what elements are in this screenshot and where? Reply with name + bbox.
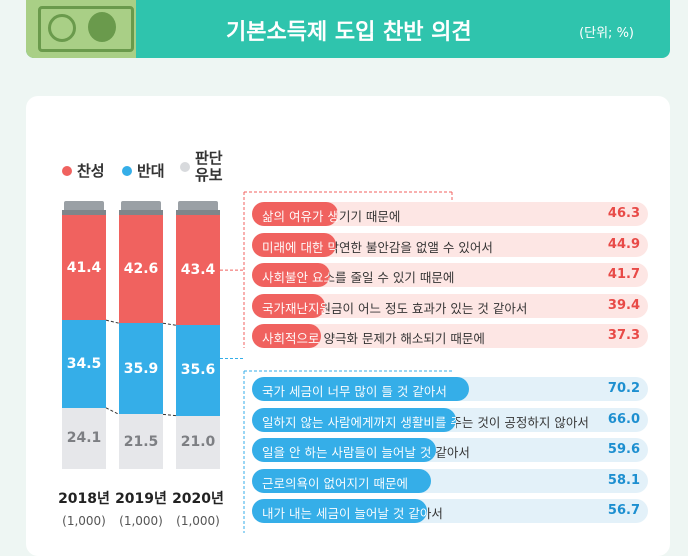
reason-label: 일하지 않는 사람에게까지 생활비를 주는 것이 공정하지 않아서 [262, 412, 589, 431]
reason-row: 사회적으로 양극화 문제가 해소되기 때문에 37.3 [252, 324, 648, 348]
stack-segment: 43.4 [176, 215, 220, 326]
legend-label: 찬성 [77, 162, 105, 180]
reason-label: 국가 세금이 너무 많이 들 것 같아서 [262, 381, 447, 400]
sample-size-label: (1,000) [176, 514, 220, 528]
reason-label: 사회적으로 양극화 문제가 해소되기 때문에 [262, 328, 485, 347]
legend-label: 반대 [137, 162, 165, 180]
column-cap-rim [176, 210, 220, 215]
stack-segment: 21.0 [176, 415, 220, 469]
reason-bar [252, 468, 432, 493]
reason-bar [252, 293, 326, 318]
stack-segment: 35.9 [119, 323, 163, 415]
reason-value: 70.2 [607, 381, 640, 396]
column-cap [64, 201, 104, 210]
page-title: 기본소득제 도입 찬반 의견 [226, 20, 472, 45]
reason-bar [252, 232, 336, 257]
reason-bar [252, 202, 339, 226]
stack-segment: 41.4 [62, 215, 106, 321]
sample-size-label: (1,000) [119, 514, 163, 528]
reason-value: 66.0 [607, 411, 640, 427]
reason-value: 39.4 [607, 297, 640, 313]
reason-row: 사회불안 요소를 줄일 수 있기 때문에 41.7 [252, 263, 648, 287]
connector-line [162, 322, 177, 326]
reason-row: 근로의욕이 없어지기 때문에 58.1 [252, 468, 648, 493]
reason-bar [252, 407, 456, 432]
unit-label: (단위; %) [579, 26, 634, 41]
reason-row: 미래에 대한 막연한 불안감을 없앨 수 있어서 44.9 [252, 232, 648, 257]
sample-size-label: (1,000) [62, 514, 106, 528]
reason-label: 근로의욕이 없어지기 때문에 [262, 473, 408, 492]
reason-bar [252, 324, 322, 348]
connector-line [105, 407, 120, 415]
legend-item: 판단 유보 [180, 150, 223, 184]
header-banner: 기본소득제 도입 찬반 의견 (단위; %) [26, 0, 670, 58]
column-cap [121, 201, 161, 210]
reason-bar [252, 263, 330, 287]
year-label: 2019년 [115, 491, 167, 507]
reason-label: 삶의 여유가 생기기 때문에 [262, 206, 400, 225]
banknote-illustration [26, 0, 136, 58]
reason-value: 41.7 [607, 267, 640, 282]
reason-row: 내가 내는 세금이 늘어날 것 같아서 56.7 [252, 499, 648, 523]
legend-item: 반대 [122, 160, 165, 181]
connector-lines [105, 191, 453, 533]
reason-bar [252, 377, 469, 401]
reason-row: 삶의 여유가 생기기 때문에 46.3 [252, 202, 648, 226]
reason-value: 56.7 [607, 503, 640, 518]
reason-label: 미래에 대한 막연한 불안감을 없앨 수 있어서 [262, 237, 493, 256]
column-cap-rim [62, 210, 106, 215]
year-label: 2020년 [172, 491, 224, 507]
connector-line [162, 413, 177, 417]
reason-value: 46.3 [607, 206, 640, 221]
reason-label: 내가 내는 세금이 늘어날 것 같아서 [262, 503, 443, 522]
reason-row: 일을 안 하는 사람들이 늘어날 것 같아서 59.6 [252, 438, 648, 462]
stack-segment: 34.5 [62, 320, 106, 408]
reason-label: 국가재난지원금이 어느 정도 효과가 있는 것 같아서 [262, 298, 527, 317]
connector-line [105, 319, 120, 324]
stack-segment: 42.6 [119, 215, 163, 324]
stack-segment: 35.6 [176, 325, 220, 416]
reason-label: 사회불안 요소를 줄일 수 있기 때문에 [262, 267, 454, 286]
reason-row: 국가 세금이 너무 많이 들 것 같아서 70.2 [252, 377, 648, 401]
legend-label: 판단 유보 [195, 149, 223, 184]
reason-bar [252, 499, 428, 523]
legend-item: 찬성 [62, 160, 105, 181]
reason-row: 일하지 않는 사람에게까지 생활비를 주는 것이 공정하지 않아서 66.0 [252, 407, 648, 432]
legend-swatch [62, 165, 72, 176]
reason-row: 국가재난지원금이 어느 정도 효과가 있는 것 같아서 39.4 [252, 293, 648, 318]
reason-value: 59.6 [607, 442, 640, 457]
legend-swatch [122, 165, 132, 176]
reason-value: 44.9 [607, 236, 640, 252]
reason-label: 일을 안 하는 사람들이 늘어날 것 같아서 [262, 442, 470, 461]
reason-value: 58.1 [607, 472, 640, 488]
reason-value: 37.3 [607, 328, 640, 343]
reason-bar [252, 438, 437, 462]
legend-swatch [180, 162, 190, 172]
column-cap-rim [119, 210, 163, 215]
year-label: 2018년 [58, 491, 110, 507]
column-cap [178, 201, 218, 210]
stack-segment: 24.1 [62, 407, 106, 469]
stack-segment: 21.5 [119, 414, 163, 469]
